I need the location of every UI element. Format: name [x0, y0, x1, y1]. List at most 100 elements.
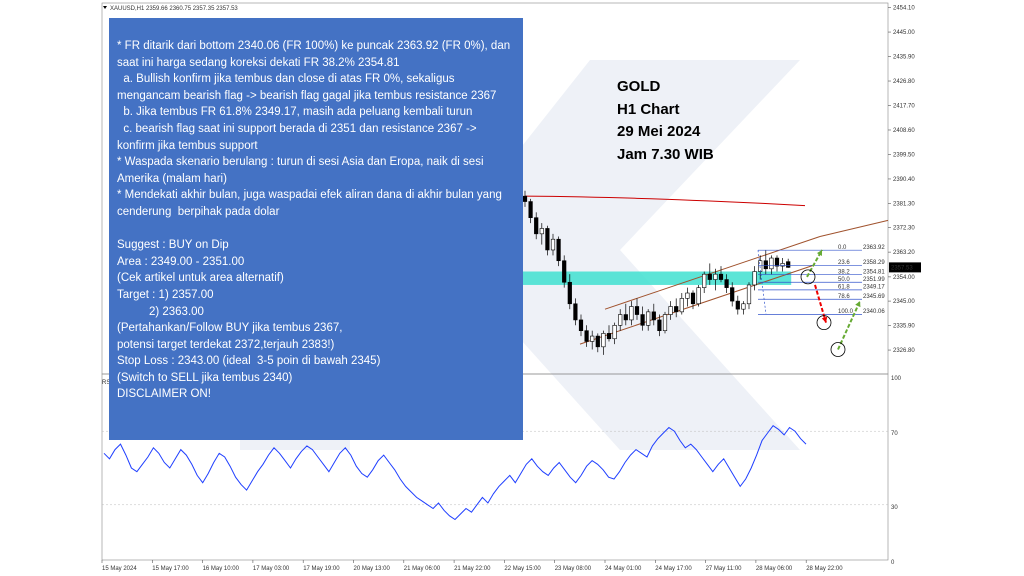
- candle-body: [674, 306, 679, 313]
- x-tick-label: 17 May 03:00: [253, 566, 290, 572]
- y-tick-label: 2426.80: [893, 79, 915, 85]
- candle-body: [786, 261, 791, 268]
- candlestick-series: [522, 190, 791, 355]
- marker-circle: [816, 315, 832, 331]
- candle-body: [618, 314, 623, 326]
- candle-body: [623, 314, 628, 321]
- y-tick-label: 2326.80: [893, 348, 915, 354]
- fib-ratio-label: 61.8: [838, 285, 850, 291]
- fib-price-label: 2354.81: [863, 269, 885, 275]
- candle-body: [595, 335, 600, 348]
- candle-body: [612, 325, 617, 340]
- scenario-arrow-head: [821, 316, 828, 323]
- y-tick-label: 2381.30: [893, 201, 915, 207]
- chart-title-block: GOLD H1 Chart 29 Mei 2024 Jam 7.30 WIB: [617, 76, 714, 166]
- candle-body: [578, 319, 584, 331]
- candle-body: [730, 287, 735, 302]
- chevron-down-icon: [103, 6, 107, 9]
- support-zone: [523, 271, 792, 285]
- analysis-line: * Mendekati akhir bulan, juga waspadai e…: [117, 189, 506, 218]
- chart-header: XAUUSD,H1 2359.66 2360.75 2357.35 2357.5…: [103, 6, 238, 12]
- rsi-y-tick-label: 30: [891, 505, 898, 511]
- analysis-line: [117, 221, 515, 238]
- candle-body: [522, 195, 528, 202]
- x-tick-label: 24 May 17:00: [655, 566, 692, 572]
- x-tick-label: 27 May 11:00: [706, 566, 743, 572]
- candle-body: [545, 228, 550, 251]
- analysis-line: * FR ditarik dari bottom 2340.06 (FR 100…: [117, 40, 514, 69]
- analysis-line: Area : 2349.00 - 2351.00: [117, 255, 245, 268]
- candle-body: [567, 281, 572, 305]
- candle-body: [534, 217, 539, 235]
- analysis-line: b. Jika tembus FR 61.8% 2349.17, masih a…: [117, 106, 473, 119]
- analysis-line: Suggest : BUY on Dip: [117, 239, 229, 252]
- scenario-arrows: [800, 249, 861, 357]
- candle-body: [774, 257, 780, 267]
- y-tick-label: 2417.70: [893, 104, 915, 110]
- rsi-y-tick-label: 0: [891, 560, 895, 566]
- y-tick-label: 2345.00: [893, 299, 915, 305]
- analysis-line: 2) 2363.00: [117, 305, 204, 318]
- channel-upper-extension: [819, 219, 889, 238]
- analysis-line: DISCLAIMER ON!: [117, 388, 211, 401]
- ohlc-readout: 2359.66 2360.75 2357.35 2357.53: [146, 6, 238, 12]
- analysis-line: (Switch to SELL jika tembus 2340): [117, 371, 293, 384]
- y-tick-label: 2390.40: [893, 177, 915, 183]
- candle-body: [702, 273, 707, 288]
- candle-body: [590, 335, 595, 342]
- x-tick-label: 28 May 06:00: [756, 566, 793, 572]
- candle-body: [629, 306, 634, 321]
- analysis-note: * FR ditarik dari bottom 2340.06 (FR 100…: [109, 18, 523, 440]
- y-tick-label: 2363.20: [893, 250, 915, 256]
- y-tick-label: 2335.90: [893, 324, 915, 330]
- price-y-axis: 2454.10 2445.00 2435.90 2426.80 2417.70 2408.…: [888, 6, 915, 354]
- y-tick-label: 2354.00: [893, 275, 915, 281]
- candle-body: [707, 273, 712, 280]
- fibonacci-retracement: 0.0 2363.92 23.6 2358.29 38.2 2354.81 50.0 2351…: [757, 245, 885, 315]
- rsi-y-tick-label: 100: [891, 376, 902, 382]
- candle-body: [696, 287, 701, 305]
- marker-circle: [830, 342, 846, 357]
- scenario-arrow-line: [837, 300, 861, 350]
- rsi-line: [103, 425, 807, 521]
- candle-body: [550, 238, 556, 251]
- candle-body: [713, 273, 718, 280]
- candle-body: [606, 333, 612, 340]
- fib-ratio-label: 78.6: [838, 294, 850, 300]
- title-line-4: Jam 7.30 WIB: [617, 145, 714, 163]
- candle-body: [724, 279, 729, 288]
- title-line-1: GOLD: [617, 78, 661, 95]
- candle-body: [584, 330, 589, 342]
- channel-lower-line: [579, 264, 816, 345]
- ascending-channel: [579, 219, 889, 345]
- y-tick-label: 2454.10: [893, 6, 915, 12]
- analysis-line: * Waspada skenario berulang : turun di s…: [117, 156, 487, 185]
- fib-ratio-label: 100.0: [838, 309, 854, 315]
- moving-average-line: [524, 195, 806, 207]
- candle-body: [651, 311, 656, 321]
- fib-ratio-label: 23.6: [838, 260, 850, 266]
- marker-circle: [800, 269, 816, 285]
- y-tick-label: 2445.00: [893, 30, 915, 36]
- y-tick-label: 2435.90: [893, 55, 915, 61]
- x-tick-label: 21 May 06:00: [404, 566, 441, 572]
- candle-body: [780, 263, 785, 267]
- current-price-tag: 2357.53: [889, 262, 921, 273]
- rsi-label: RS: [102, 380, 110, 386]
- price-pane: 0.0 2363.92 23.6 2358.29 38.2 2354.81 50.0 2351…: [101, 2, 889, 375]
- fib-price-label: 2363.92: [863, 245, 885, 251]
- x-tick-label: 23 May 08:00: [555, 566, 592, 572]
- analysis-line: Stop Loss : 2343.00 (ideal 3-5 poin di b…: [117, 355, 381, 368]
- title-line-2: H1 Chart: [617, 100, 680, 118]
- y-tick-label: 2399.50: [893, 152, 915, 158]
- fib-ratio-label: 0.0: [838, 245, 847, 251]
- title-line-3: 29 Mei 2024: [617, 123, 701, 140]
- candle-body: [634, 306, 640, 315]
- candle-body: [741, 303, 746, 310]
- x-tick-label: 15 May 17:00: [152, 566, 189, 572]
- analysis-line: c. bearish flag saat ini support berada …: [117, 122, 480, 152]
- rsi-y-tick-label: 70: [891, 431, 898, 437]
- y-tick-label: 2408.60: [893, 128, 915, 134]
- candle-body: [679, 298, 684, 313]
- x-tick-label: 28 May 22:00: [806, 566, 843, 572]
